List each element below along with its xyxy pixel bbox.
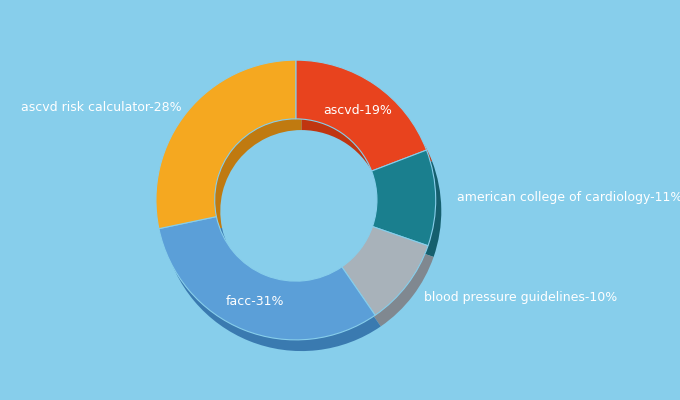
Wedge shape [159, 217, 375, 340]
Text: ascvd-19%: ascvd-19% [323, 104, 392, 117]
Text: blood pressure guidelines-10%: blood pressure guidelines-10% [424, 291, 617, 304]
Wedge shape [162, 71, 301, 240]
Wedge shape [377, 161, 441, 257]
Text: facc-31%: facc-31% [226, 295, 284, 308]
Wedge shape [371, 150, 436, 246]
Wedge shape [165, 228, 381, 351]
Wedge shape [156, 60, 296, 229]
Wedge shape [301, 71, 432, 182]
Text: american college of cardiology-11%: american college of cardiology-11% [457, 191, 680, 204]
Wedge shape [347, 238, 434, 326]
Wedge shape [342, 226, 428, 315]
Text: ascvd risk calculator-28%: ascvd risk calculator-28% [21, 101, 182, 114]
Wedge shape [296, 60, 426, 171]
